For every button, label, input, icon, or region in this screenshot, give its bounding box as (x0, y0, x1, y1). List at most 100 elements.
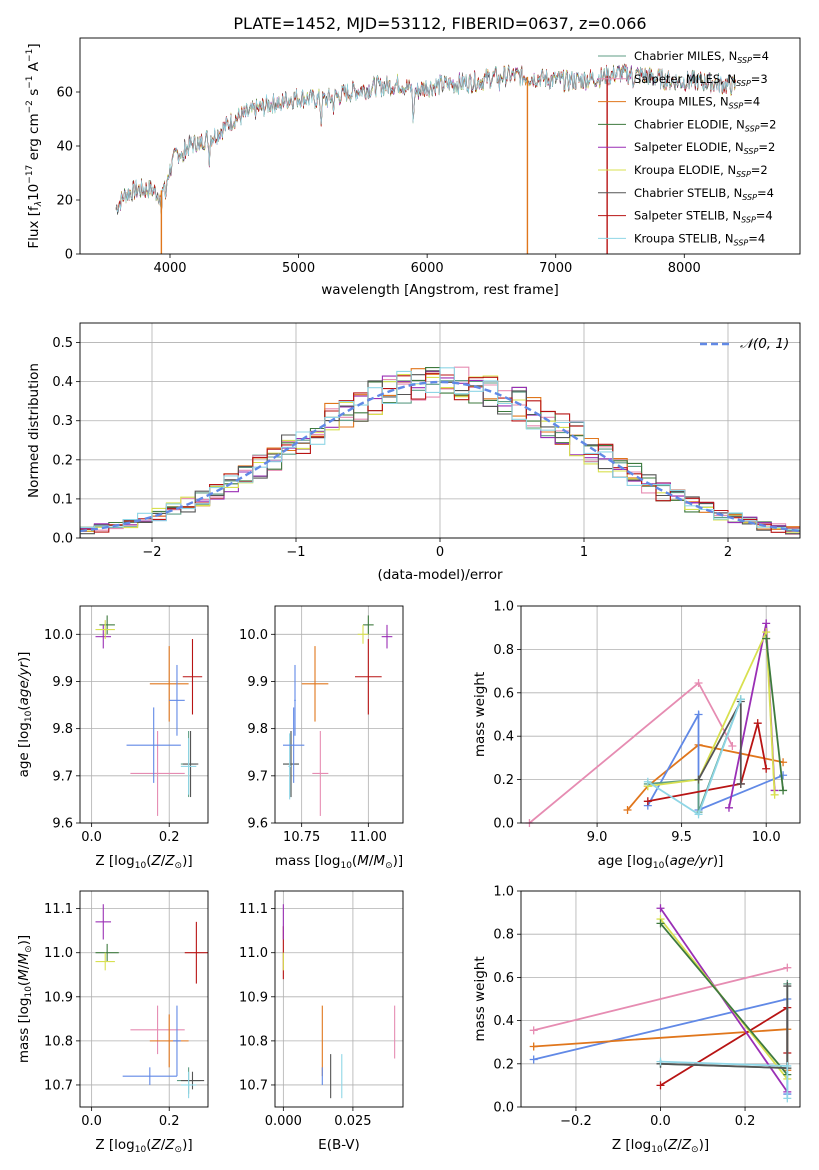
residuals-ytick-label: 0.2 (52, 453, 73, 468)
legend-entry: Chabrier MILES, NSSP=4 (634, 49, 769, 65)
age_vs_mass-ytick-label: 9.6 (247, 817, 268, 832)
weight_vs_age-marker (779, 786, 788, 795)
age_vs_Z-point (95, 624, 112, 649)
mass_vs_Z-point (184, 921, 208, 984)
mass_vs_Z-point (95, 952, 115, 971)
age_vs_Z-xtick-label: 0.2 (159, 830, 180, 845)
legend-entry: Kroupa MILES, NSSP=4 (634, 95, 760, 111)
weight_vs_age-series-line (697, 701, 742, 784)
spectrum-xtick-label: 8000 (668, 261, 701, 276)
weight_vs_age-marker (770, 790, 779, 799)
weight_vs_Z-ytick-label: 0.8 (493, 928, 514, 943)
age_vs_Z-point (182, 731, 199, 798)
age_vs_mass-xlabel: mass [log10(M/M⊙)] (275, 853, 403, 871)
mass_vs_Z-point (122, 1067, 177, 1085)
residuals-ytick-label: 0.4 (52, 375, 73, 390)
weight_vs_age-series-line (765, 638, 784, 791)
age_vs_Z-frame (79, 605, 209, 824)
legend-entry: Chabrier STELIB, NSSP=4 (634, 186, 774, 202)
age_vs_Z-ytick-label: 9.8 (52, 722, 73, 737)
normal-reference-curve (79, 380, 801, 533)
hist-kroupa-stelib (80, 367, 800, 538)
age_vs_mass-point (381, 624, 393, 649)
age_vs_mass-frame (274, 605, 404, 824)
age_vs_Z-ylabel: age [log10(age/yr)] (16, 652, 34, 778)
weight_vs_Z-marker (529, 1042, 538, 1051)
mass_vs_ebv-axes: 0.000 0.025 10.7 10.8 10.9 11.0 11.1 E(B-V) (239, 891, 403, 1153)
mass_vs_Z-point (149, 1014, 189, 1068)
spectrum-xtick-label: 7000 (539, 261, 572, 276)
age_vs_Z-ytick-label: 9.6 (52, 817, 73, 832)
age_vs_Z-ytick-label: 10.0 (44, 628, 73, 643)
mass_vs_Z-point (95, 904, 112, 940)
age_vs_mass-point (294, 664, 296, 736)
spectrum-xtick-label: 6000 (411, 261, 444, 276)
age_vs_mass-axes: 10.75 11.00 9.6 9.7 9.8 9.9 10.0 mass [log10(M/… (239, 606, 403, 871)
weight_vs_age-marker (762, 634, 771, 643)
weight_vs_age-xtick-label: 9.5 (671, 830, 692, 845)
spectrum-ytick-label: 60 (56, 86, 73, 101)
weight_vs_age-marker (694, 679, 703, 688)
weight_vs_age-marker (762, 619, 771, 628)
weight_vs_age-ytick-label: 1.0 (493, 600, 514, 615)
weight_vs_age-series-line (647, 631, 776, 795)
age_vs_mass-point (283, 707, 305, 783)
legend-entry: Salpeter ELODIE, NSSP=2 (634, 140, 775, 156)
mass_vs_ebv-xtick-label: 0.025 (334, 1114, 371, 1129)
age_vs_mass-point (355, 639, 382, 715)
weight_vs_age-xlabel: age [log10(age/yr)] (598, 853, 724, 871)
age_vs_mass-point (301, 646, 329, 722)
spectrum-legend: Chabrier MILES, NSSP=4 Salpeter MILES, NS… (598, 49, 776, 247)
spectrum-ytick-label: 40 (56, 140, 73, 155)
weight_vs_age-marker (753, 719, 762, 728)
mass_vs_ebv-ytick-label: 10.8 (239, 1034, 268, 1049)
weight_vs_Z-frame (520, 890, 801, 1108)
weight_vs_Z-ytick-label: 0.0 (493, 1101, 514, 1116)
weight_vs_age-marker (643, 777, 652, 786)
mass_vs_Z-xlabel: Z [log10(Z/Z⊙)] (95, 1137, 192, 1155)
weight_vs_age-marker (694, 810, 703, 819)
mass_vs_Z-ytick-label: 10.8 (44, 1034, 73, 1049)
age_vs_Z-xtick-label: 0.0 (81, 830, 102, 845)
age_vs_Z-point (95, 620, 115, 640)
age_vs_Z-point (182, 639, 203, 715)
weight_vs_Z-series-line (660, 1005, 789, 1087)
legend-entry: 𝒩(0, 1) (740, 336, 789, 352)
mass_vs_ebv-ytick-label: 11.0 (239, 946, 268, 961)
mass_vs_Z-point (130, 1005, 185, 1055)
spectrum-axes: 4000 5000 6000 7000 8000 0 20 40 60 wavelength [A… (25, 43, 776, 298)
mass_vs_Z-ytick-label: 10.9 (44, 990, 73, 1005)
residuals-xtick-label: 0 (436, 545, 444, 560)
weight_vs_Z-xtick-label: 0.2 (735, 1114, 756, 1129)
spectrum-xlabel: wavelength [Angstrom, rest frame] (321, 282, 559, 298)
weight_vs_Z-ytick-label: 1.0 (493, 885, 514, 900)
legend-entry: Kroupa ELODIE, NSSP=2 (634, 163, 768, 179)
residuals-ytick-label: 0.1 (52, 492, 73, 507)
weight_vs_age-marker (736, 779, 745, 788)
weight_vs_Z-series-line (533, 966, 788, 1032)
age_vs_Z-point (130, 731, 185, 816)
legend-entry: Chabrier ELODIE, NSSP=2 (634, 117, 776, 133)
age_vs_Z-ytick-label: 9.7 (52, 769, 73, 784)
weight_vs_Z-marker (656, 919, 665, 928)
weight_vs_Z-ytick-label: 0.2 (493, 1057, 514, 1072)
spectrum-ytick-label: 20 (56, 194, 73, 209)
weight_vs_age-marker (779, 771, 788, 780)
age_vs_mass-point (283, 731, 299, 798)
age_vs_mass-point (363, 615, 374, 635)
age_vs_Z-point (180, 738, 197, 795)
age_vs_mass-ytick-label: 9.9 (247, 675, 268, 690)
age_vs_mass-point (357, 624, 369, 644)
age_vs_mass-ytick-label: 10.0 (239, 628, 268, 643)
mass_vs_Z-point (180, 1071, 197, 1099)
weight_vs_Z-marker (783, 982, 792, 991)
spectrum-ytick-label: 0 (65, 248, 73, 263)
weight_vs_Z-marker (656, 1081, 665, 1090)
weight_vs_Z-marker (656, 904, 665, 913)
weight_vs_age-marker (694, 775, 703, 784)
residuals-xlabel: (data-model)/error (377, 567, 503, 583)
age_vs_mass-ytick-label: 9.8 (247, 722, 268, 737)
weight_vs_age-series-line (647, 711, 784, 812)
weight_vs_Z-ytick-label: 0.4 (493, 1014, 514, 1029)
age_vs_mass-point (312, 731, 329, 816)
